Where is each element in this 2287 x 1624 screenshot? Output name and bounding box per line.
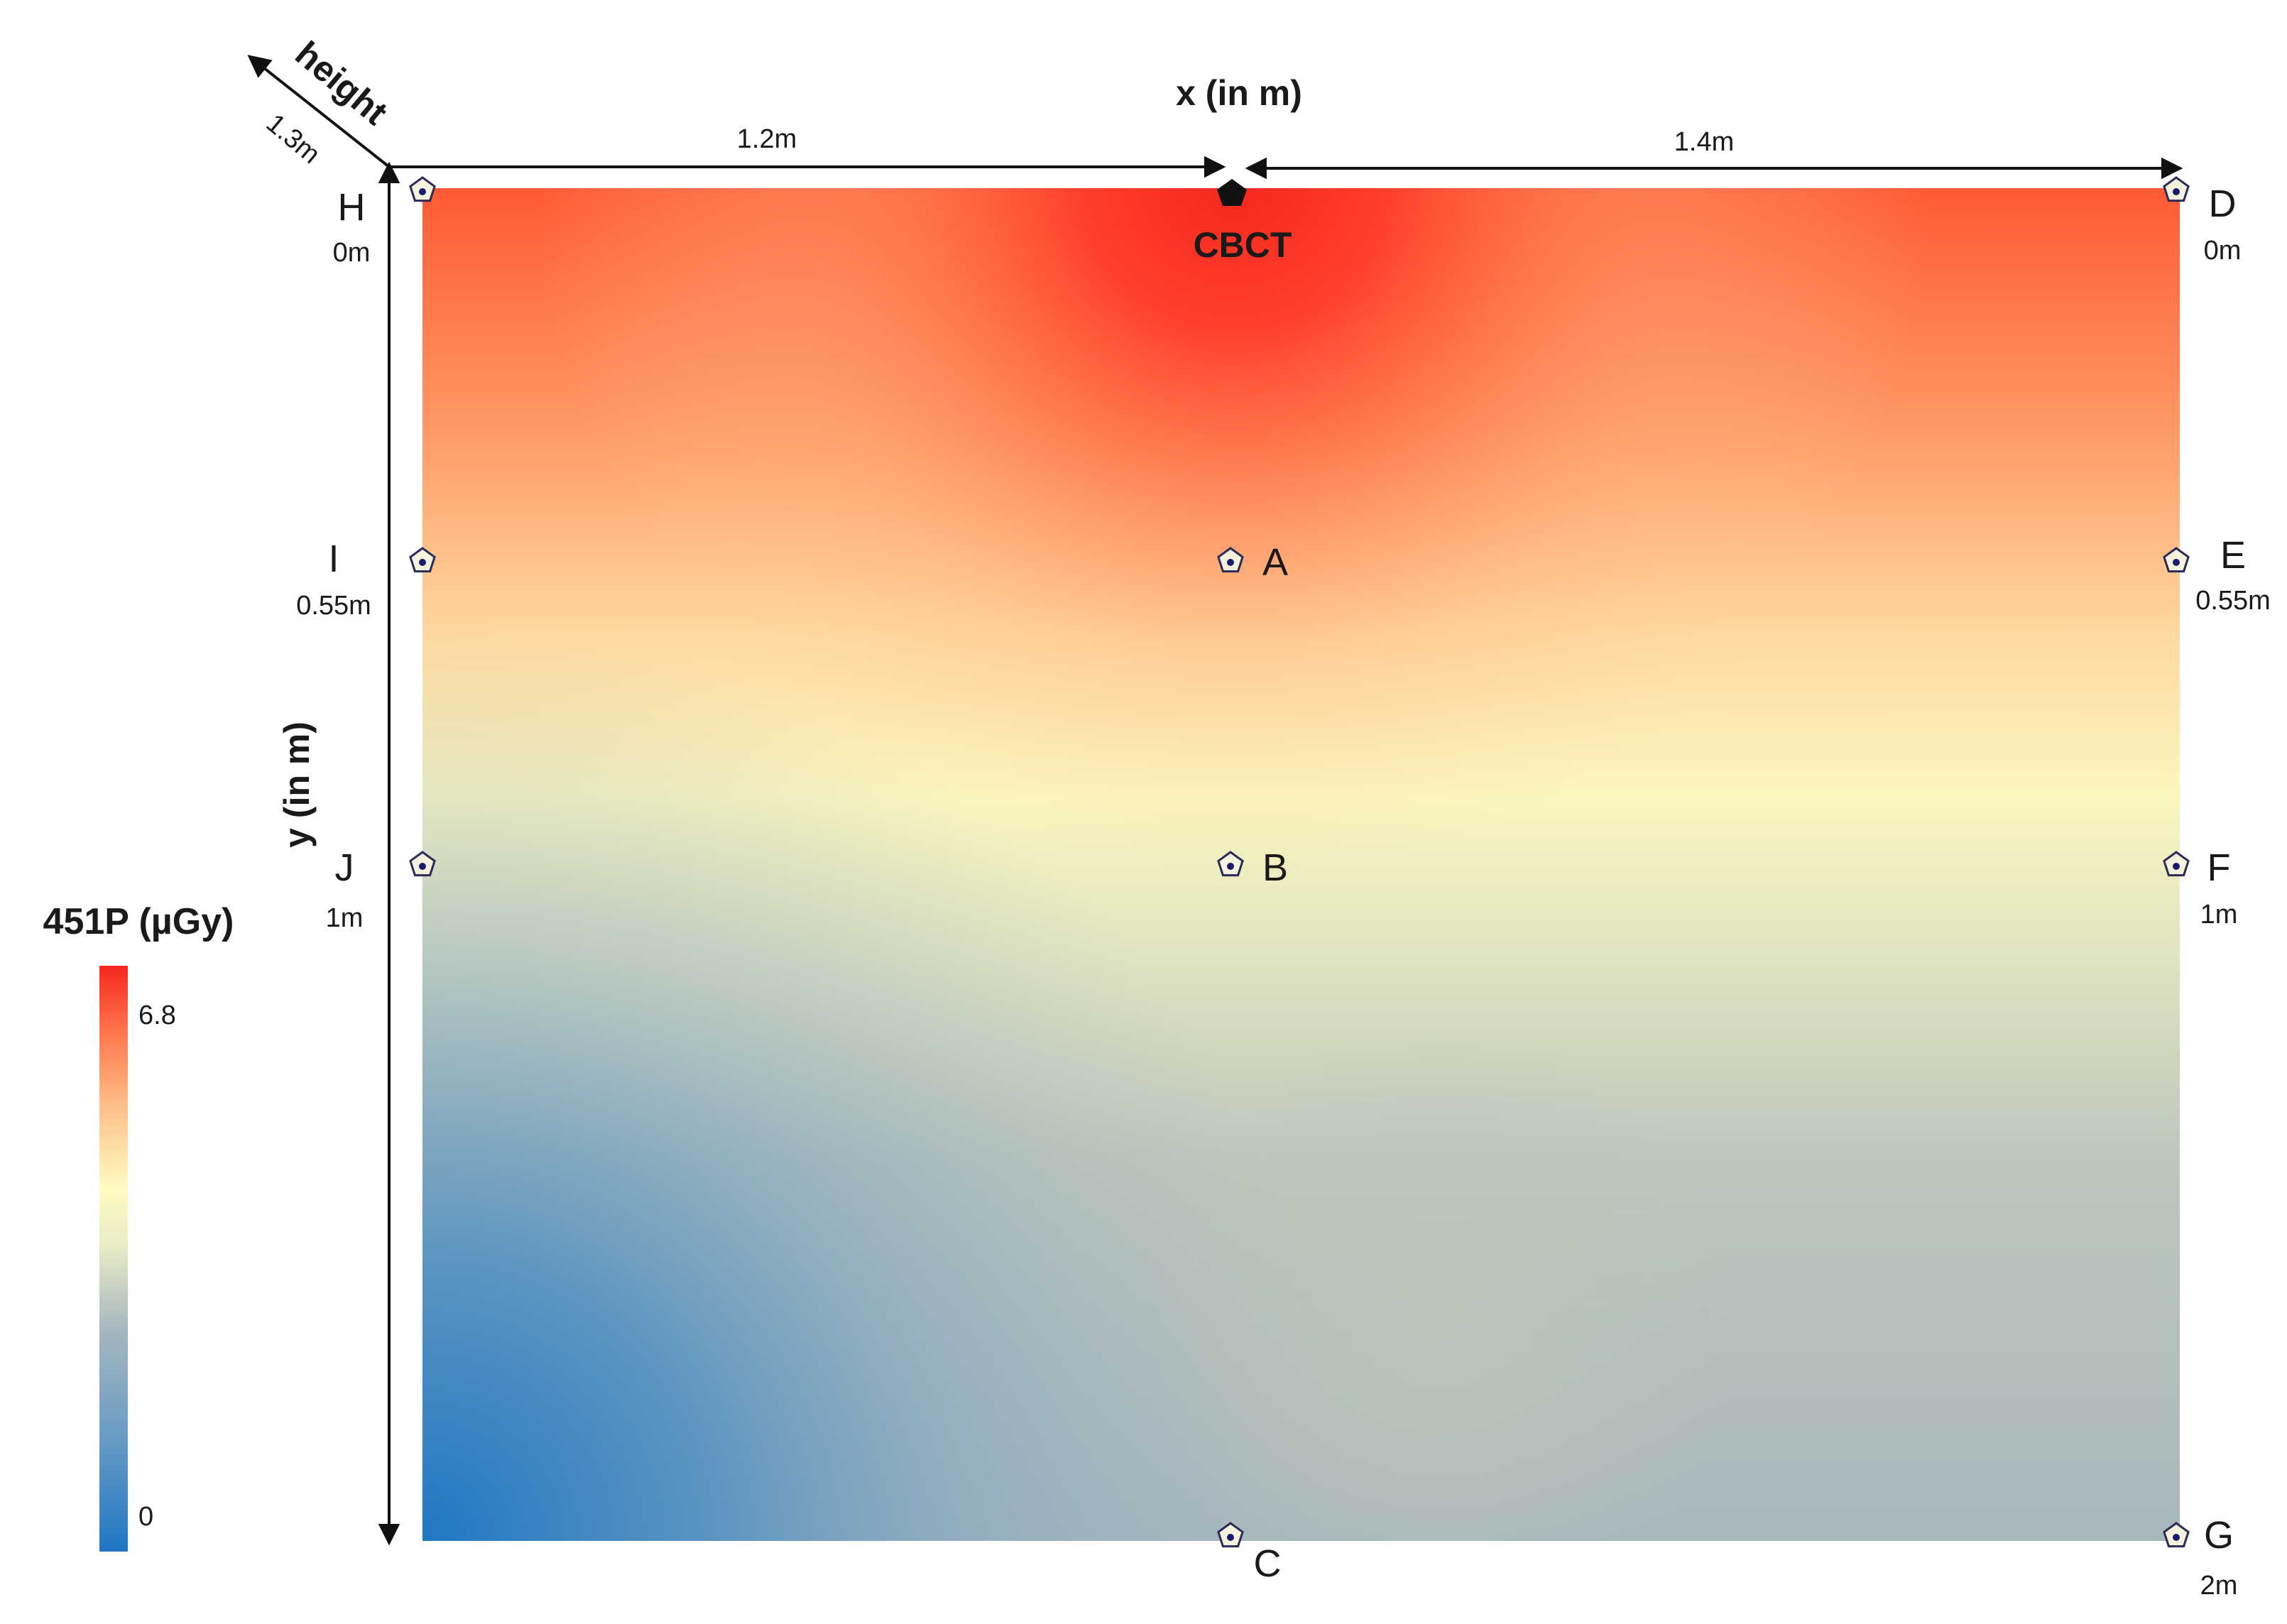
point-label-a: A (1262, 541, 1288, 584)
height-axis-arrow (247, 55, 273, 78)
point-label-f: F (2207, 846, 2231, 889)
height-axis-line (256, 61, 391, 168)
point-label-b: B (1262, 846, 1288, 889)
cbct-label: CBCT (1194, 225, 1292, 265)
marker-center-dot (419, 188, 426, 195)
x-axis-arrow-right (2161, 157, 2183, 180)
marker-center-dot (2173, 559, 2180, 566)
measurement-point-a: A (1217, 541, 1288, 584)
marker-center-dot (1227, 559, 1234, 566)
measurement-points: H 0m I 0.55m J 1m D 0m E 0.55m F 1m G 2m A B C (296, 176, 2271, 1601)
point-distance-j: 1m (326, 903, 364, 933)
point-label-h: H (338, 186, 366, 229)
marker-center-dot (1227, 1534, 1234, 1541)
colorbar-gradient (99, 966, 128, 1552)
measurement-point-d: D 0m (2163, 176, 2242, 266)
point-label-c: C (1254, 1542, 1282, 1585)
measurement-point-e: E 0.55m (2163, 534, 2271, 616)
marker-center-dot (1227, 863, 1234, 870)
width-segment-left-label: 1.2m (737, 124, 797, 154)
measurement-point-g: G 2m (2163, 1514, 2238, 1601)
marker-center-dot (419, 863, 426, 870)
height-axis-title: height (288, 33, 395, 133)
point-distance-d: 0m (2204, 236, 2242, 266)
x-axis-arrow-mid-left (1204, 156, 1226, 178)
colorbar-title: 451P (µGy) (43, 901, 234, 942)
marker-center-dot (419, 559, 426, 566)
point-label-d: D (2209, 182, 2237, 225)
colorbar-min-label: 0 (138, 1502, 153, 1532)
marker-center-dot (2173, 188, 2180, 195)
measurement-point-c: C (1217, 1522, 1282, 1585)
measurement-point-h: H 0m (333, 176, 436, 268)
dose-heatmap (422, 188, 2180, 1541)
axes (247, 55, 2183, 1546)
colorbar-max-label: 6.8 (138, 1001, 176, 1030)
cbct-source-marker: CBCT (1194, 179, 1292, 265)
marker-center-dot (2173, 1534, 2180, 1541)
colorbar-legend: 451P (µGy) 6.8 0 (43, 901, 234, 1552)
point-label-j: J (335, 846, 354, 889)
y-axis-arrow-bottom (378, 1524, 400, 1546)
x-axis-title: x (in m) (1176, 73, 1302, 113)
x-axis-arrow-mid-right (1245, 157, 1267, 180)
width-segment-right-label: 1.4m (1674, 127, 1734, 157)
point-label-e: E (2220, 534, 2246, 577)
y-axis-arrow-top (378, 161, 400, 183)
point-label-g: G (2204, 1514, 2234, 1557)
point-distance-i: 0.55m (296, 591, 371, 621)
measurement-point-b: B (1217, 846, 1288, 889)
measurement-point-j: J 1m (326, 846, 436, 933)
y-axis-title: y (in m) (277, 721, 317, 848)
point-distance-g: 2m (2200, 1571, 2238, 1601)
measurement-point-i: I 0.55m (296, 538, 436, 621)
marker-center-dot (2173, 863, 2180, 870)
height-value-label: 1.3m (261, 109, 326, 170)
point-distance-h: 0m (333, 238, 371, 268)
point-label-i: I (328, 538, 339, 580)
cbct-source-icon (1217, 179, 1247, 206)
measurement-point-f: F 1m (2163, 846, 2238, 930)
point-distance-e: 0.55m (2195, 586, 2271, 616)
point-distance-f: 1m (2200, 900, 2238, 930)
